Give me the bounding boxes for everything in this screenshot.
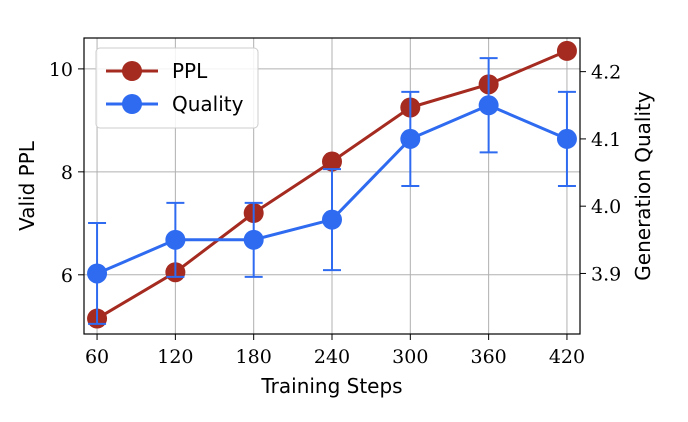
legend-marker-quality bbox=[122, 94, 142, 114]
right-y-axis-title: Generation Quality bbox=[631, 91, 655, 281]
left-y-tick-label: 8 bbox=[61, 162, 73, 184]
left-y-tick-label: 6 bbox=[61, 265, 73, 287]
point-ppl bbox=[556, 40, 577, 61]
point-quality bbox=[87, 263, 108, 284]
x-tick-label: 420 bbox=[549, 346, 585, 368]
right-y-tick-label: 4.0 bbox=[591, 196, 621, 218]
x-tick-label: 300 bbox=[392, 346, 428, 368]
right-y-tick-label: 4.1 bbox=[591, 129, 621, 151]
x-tick-label: 360 bbox=[470, 346, 506, 368]
point-quality bbox=[478, 95, 499, 116]
legend-label-ppl: PPL bbox=[172, 59, 208, 83]
tick-layer: 60 120 180 240 300 360 420 6 8 10 3.9 4.0 4.1 4.2 bbox=[49, 59, 621, 368]
x-axis-title: Training Steps bbox=[260, 374, 402, 398]
point-quality bbox=[165, 229, 186, 250]
point-quality bbox=[400, 128, 421, 149]
x-tick-label: 60 bbox=[85, 346, 109, 368]
series-layer bbox=[87, 40, 577, 329]
legend-marker-ppl bbox=[122, 61, 142, 81]
legend-label-quality: Quality bbox=[172, 92, 244, 116]
point-quality bbox=[556, 128, 577, 149]
legend: PPL Quality bbox=[95, 47, 259, 129]
x-tick-label: 240 bbox=[314, 346, 350, 368]
right-y-tick-label: 3.9 bbox=[591, 263, 621, 285]
x-tick-label: 120 bbox=[157, 346, 193, 368]
series-quality bbox=[87, 57, 577, 325]
right-y-tick-label: 4.2 bbox=[591, 62, 621, 84]
x-tick-label: 180 bbox=[236, 346, 272, 368]
point-quality bbox=[322, 209, 342, 230]
left-y-tick-label: 10 bbox=[49, 59, 73, 81]
point-ppl bbox=[322, 151, 342, 172]
left-y-axis-title: Valid PPL bbox=[15, 140, 39, 231]
point-quality bbox=[243, 229, 264, 250]
